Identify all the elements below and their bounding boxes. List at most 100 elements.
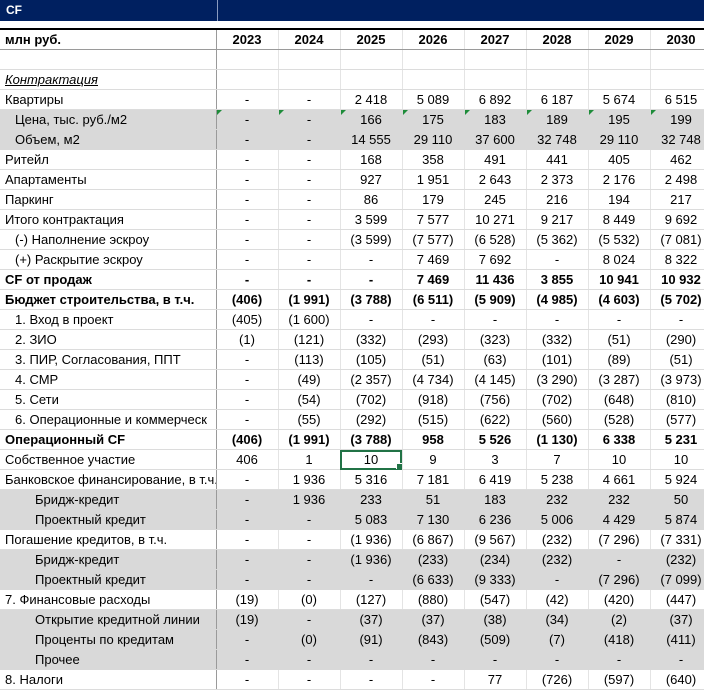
- value-cell[interactable]: -: [278, 129, 341, 150]
- value-cell[interactable]: -: [216, 109, 279, 130]
- value-cell[interactable]: (4 145): [464, 369, 527, 390]
- value-cell[interactable]: (63): [464, 349, 527, 370]
- value-cell[interactable]: (51): [588, 329, 651, 350]
- year-header[interactable]: 2029: [588, 30, 651, 50]
- row-label[interactable]: 4. СМР: [0, 369, 217, 390]
- value-cell[interactable]: -: [278, 169, 341, 190]
- value-cell[interactable]: 194: [588, 189, 651, 210]
- value-cell[interactable]: (127): [340, 589, 403, 610]
- value-cell[interactable]: 32 748: [526, 129, 589, 150]
- row-label[interactable]: Открытие кредитной линии: [0, 609, 217, 630]
- value-cell[interactable]: 50: [650, 489, 704, 510]
- value-cell[interactable]: -: [588, 549, 651, 570]
- value-cell[interactable]: (810): [650, 389, 704, 410]
- year-header[interactable]: 2027: [464, 30, 527, 50]
- value-cell[interactable]: (19): [216, 589, 279, 610]
- value-cell[interactable]: (89): [588, 349, 651, 370]
- value-cell[interactable]: 5 874: [650, 509, 704, 530]
- value-cell[interactable]: [340, 69, 403, 90]
- value-cell[interactable]: 179: [402, 189, 465, 210]
- value-cell[interactable]: -: [340, 269, 403, 290]
- value-cell[interactable]: 8 449: [588, 209, 651, 230]
- value-cell[interactable]: (49): [278, 369, 341, 390]
- value-cell[interactable]: (7): [526, 629, 589, 650]
- value-cell[interactable]: (7 296): [588, 529, 651, 550]
- value-cell[interactable]: 927: [340, 169, 403, 190]
- value-cell[interactable]: (648): [588, 389, 651, 410]
- value-cell[interactable]: 11 436: [464, 269, 527, 290]
- value-cell[interactable]: (4 734): [402, 369, 465, 390]
- value-cell[interactable]: (9 333): [464, 569, 527, 590]
- value-cell[interactable]: 5 006: [526, 509, 589, 530]
- value-cell[interactable]: 7: [526, 449, 589, 470]
- value-cell[interactable]: 1 936: [278, 469, 341, 490]
- value-cell[interactable]: [588, 49, 651, 70]
- value-cell[interactable]: (1 130): [526, 429, 589, 450]
- value-cell[interactable]: 183: [464, 109, 527, 130]
- row-label[interactable]: CF от продаж: [0, 269, 217, 290]
- value-cell[interactable]: -: [526, 309, 589, 330]
- value-cell[interactable]: 5 526: [464, 429, 527, 450]
- value-cell[interactable]: (292): [340, 409, 403, 430]
- value-cell[interactable]: 29 110: [402, 129, 465, 150]
- value-cell[interactable]: (509): [464, 629, 527, 650]
- value-cell[interactable]: (0): [278, 589, 341, 610]
- value-cell[interactable]: (3 290): [526, 369, 589, 390]
- value-cell[interactable]: 6 419: [464, 469, 527, 490]
- value-cell[interactable]: -: [340, 309, 403, 330]
- value-cell[interactable]: [526, 49, 589, 70]
- value-cell[interactable]: (19): [216, 609, 279, 630]
- value-cell[interactable]: 3 855: [526, 269, 589, 290]
- value-cell[interactable]: 8 024: [588, 249, 651, 270]
- value-cell[interactable]: 406: [216, 449, 279, 470]
- value-cell[interactable]: [402, 49, 465, 70]
- value-cell[interactable]: (3 973): [650, 369, 704, 390]
- value-cell[interactable]: (332): [526, 329, 589, 350]
- value-cell[interactable]: 217: [650, 189, 704, 210]
- value-cell[interactable]: 9 217: [526, 209, 589, 230]
- value-cell[interactable]: (105): [340, 349, 403, 370]
- value-cell[interactable]: (7 296): [588, 569, 651, 590]
- value-cell[interactable]: (0): [278, 629, 341, 650]
- value-cell[interactable]: 199: [650, 109, 704, 130]
- value-cell[interactable]: -: [278, 549, 341, 570]
- value-cell[interactable]: 5 231: [650, 429, 704, 450]
- value-cell[interactable]: 232: [526, 489, 589, 510]
- value-cell[interactable]: -: [588, 309, 651, 330]
- value-cell[interactable]: (234): [464, 549, 527, 570]
- value-cell[interactable]: -: [402, 309, 465, 330]
- value-cell[interactable]: -: [216, 269, 279, 290]
- value-cell[interactable]: (121): [278, 329, 341, 350]
- value-cell[interactable]: -: [340, 669, 403, 690]
- selected-cell[interactable]: 10: [340, 449, 403, 470]
- value-cell[interactable]: -: [216, 649, 279, 670]
- year-header[interactable]: 2025: [340, 30, 403, 50]
- value-cell[interactable]: -: [216, 349, 279, 370]
- year-header[interactable]: 2028: [526, 30, 589, 50]
- value-cell[interactable]: 6 892: [464, 89, 527, 110]
- value-cell[interactable]: -: [278, 149, 341, 170]
- row-label[interactable]: [0, 49, 217, 70]
- value-cell[interactable]: (6 511): [402, 289, 465, 310]
- value-cell[interactable]: (232): [526, 529, 589, 550]
- value-cell[interactable]: 168: [340, 149, 403, 170]
- row-label[interactable]: Квартиры: [0, 89, 217, 110]
- value-cell[interactable]: -: [278, 249, 341, 270]
- value-cell[interactable]: 10 932: [650, 269, 704, 290]
- value-cell[interactable]: -: [278, 529, 341, 550]
- value-cell[interactable]: (37): [340, 609, 403, 630]
- value-cell[interactable]: -: [340, 569, 403, 590]
- value-cell[interactable]: (7 081): [650, 229, 704, 250]
- value-cell[interactable]: -: [278, 189, 341, 210]
- value-cell[interactable]: -: [278, 649, 341, 670]
- value-cell[interactable]: (5 909): [464, 289, 527, 310]
- value-cell[interactable]: 1: [278, 449, 341, 470]
- value-cell[interactable]: 6 515: [650, 89, 704, 110]
- value-cell[interactable]: 405: [588, 149, 651, 170]
- value-cell[interactable]: [278, 49, 341, 70]
- year-header[interactable]: 2024: [278, 30, 341, 50]
- value-cell[interactable]: (232): [650, 549, 704, 570]
- value-cell[interactable]: 2 373: [526, 169, 589, 190]
- value-cell[interactable]: -: [216, 129, 279, 150]
- value-cell[interactable]: 491: [464, 149, 527, 170]
